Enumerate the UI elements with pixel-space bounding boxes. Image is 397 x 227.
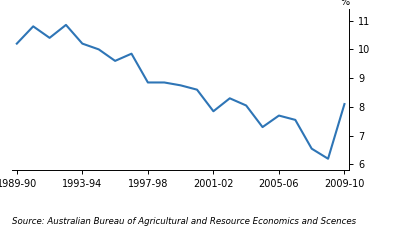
Text: %: % — [340, 0, 349, 7]
Text: Source: Australian Bureau of Agricultural and Resource Economics and Scences: Source: Australian Bureau of Agricultura… — [12, 217, 356, 226]
